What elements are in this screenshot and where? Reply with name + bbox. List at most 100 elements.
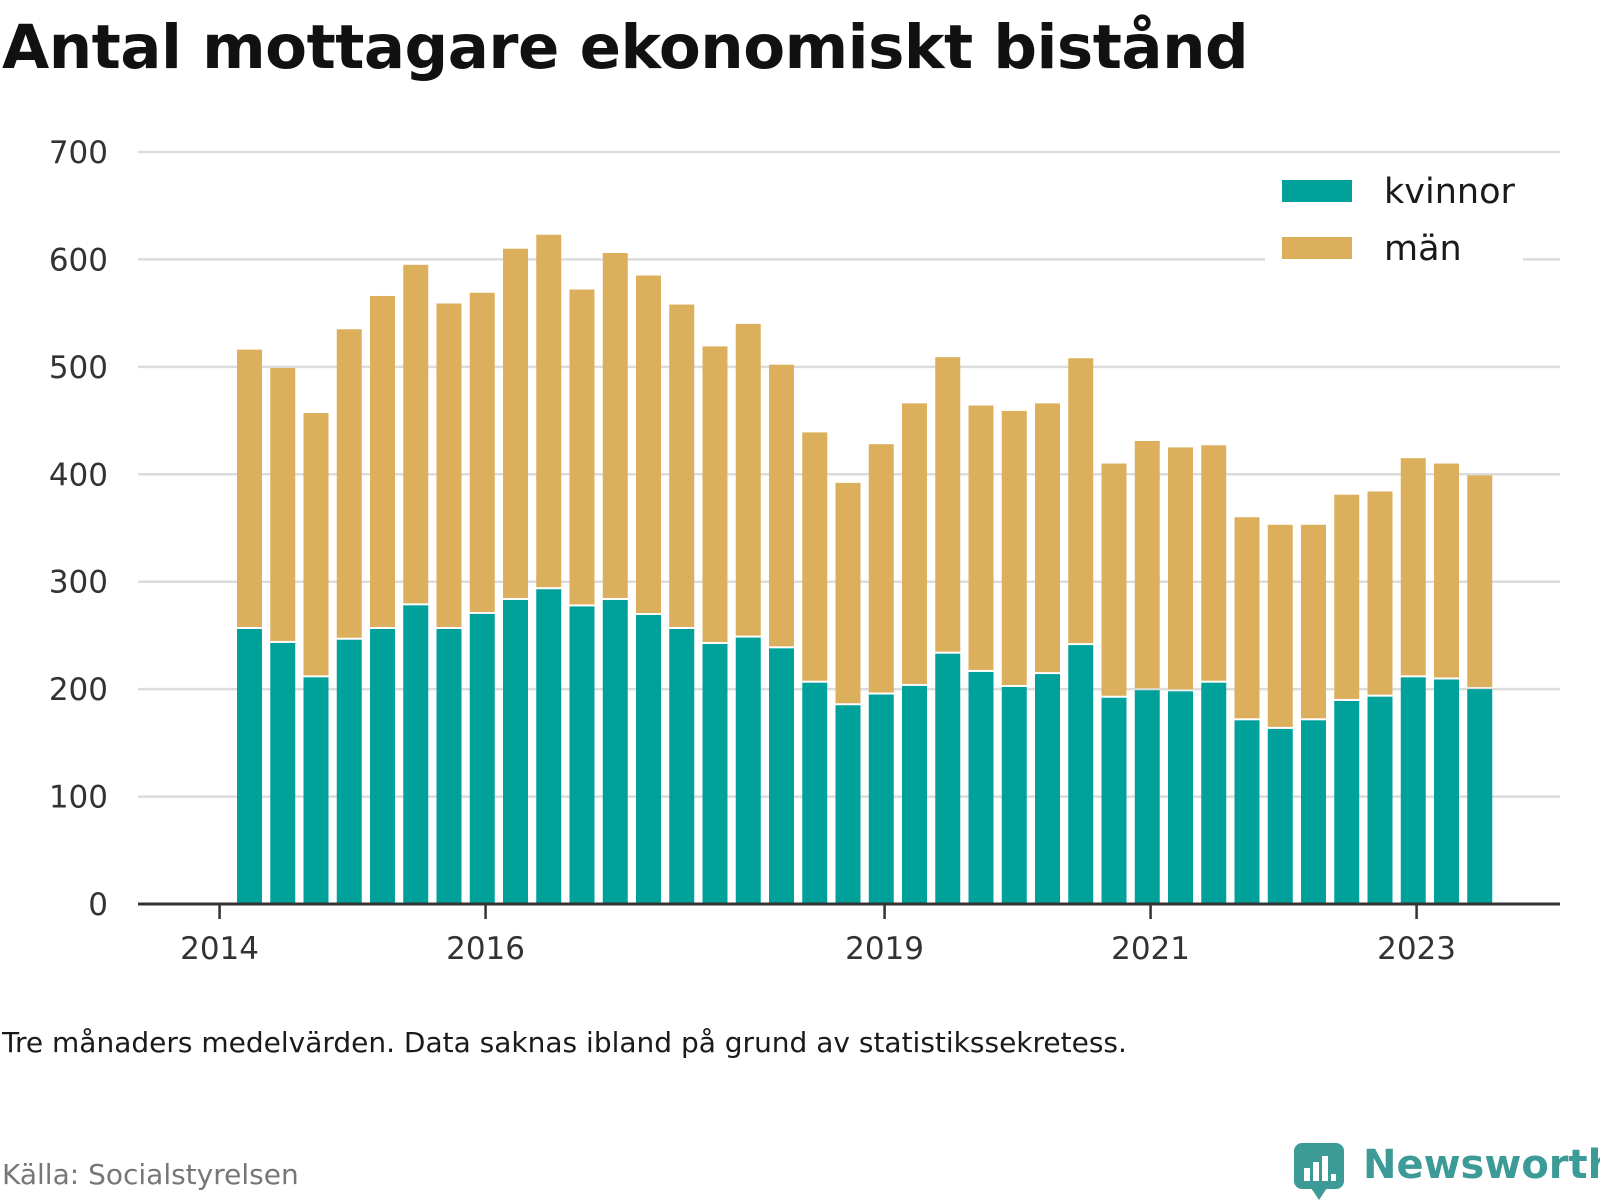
bar-man (1301, 524, 1326, 719)
legend-swatch (1282, 237, 1352, 259)
newsworthy-logo-icon (1294, 1143, 1344, 1200)
bar-kvinnor (1400, 677, 1426, 904)
bar-man (1101, 463, 1127, 696)
brand-name: Newsworthy (1363, 1142, 1600, 1188)
y-tick-label: 400 (49, 457, 108, 493)
bar-kvinnor (503, 599, 528, 904)
bar-kvinnor (569, 606, 595, 904)
bar-kvinnor (669, 628, 695, 904)
bar-man (1001, 410, 1027, 685)
bar-man (935, 357, 961, 652)
x-tick-label: 2014 (180, 931, 259, 967)
bar-man (1267, 524, 1293, 727)
bar-man (1201, 445, 1227, 681)
bar-man (1134, 440, 1160, 689)
bar-kvinnor (536, 589, 562, 904)
bar-man (469, 292, 495, 612)
legend-label: män (1384, 229, 1462, 269)
axis-layer: 0 100 200 300 400 500 600 700 2014 2016 2019 2021 20… (49, 135, 1560, 967)
bar-kvinnor (237, 628, 262, 904)
bar-man (1467, 475, 1493, 688)
bar-kvinnor (1234, 720, 1260, 904)
bar-kvinnor (636, 615, 661, 904)
bar-man (1234, 517, 1260, 719)
bar-man (636, 275, 661, 614)
bar-kvinnor (469, 613, 495, 904)
bar-man (270, 367, 296, 641)
bar-man (303, 413, 329, 676)
bar-man (735, 323, 761, 636)
bar-man (503, 248, 528, 598)
x-tick-label: 2021 (1111, 931, 1190, 967)
bar-man (370, 295, 395, 627)
bar-man (902, 403, 927, 684)
bar-man (403, 264, 429, 604)
bar-kvinnor (1301, 720, 1326, 904)
legend-swatch (1282, 180, 1352, 202)
source-credit: Källa: Socialstyrelsen (2, 1158, 299, 1191)
bar-man (968, 405, 994, 670)
bars-layer (237, 234, 1493, 904)
bar-kvinnor (968, 671, 994, 904)
stacked-bar-chart: 0 100 200 300 400 500 600 700 2014 2016 2019 2021 20… (49, 135, 1560, 967)
bar-kvinnor (602, 599, 628, 904)
bar-kvinnor (1134, 690, 1160, 904)
bar-kvinnor (403, 605, 429, 904)
bar-man (1068, 358, 1094, 644)
bar-man (569, 289, 595, 605)
bar-kvinnor (1267, 728, 1293, 904)
bar-man (802, 432, 828, 681)
bar-kvinnor (336, 639, 362, 904)
bar-kvinnor (1201, 682, 1227, 904)
x-tick-label: 2019 (845, 931, 924, 967)
bar-kvinnor (1035, 674, 1060, 904)
bar-man (769, 364, 794, 647)
bar-man (602, 252, 628, 598)
legend: kvinnor män (1265, 168, 1523, 269)
bar-man (1035, 403, 1060, 673)
bar-kvinnor (769, 648, 794, 904)
bar-kvinnor (1101, 697, 1127, 904)
bar-kvinnor (370, 628, 395, 904)
bar-man (536, 234, 562, 588)
legend-label: kvinnor (1384, 172, 1515, 212)
bar-kvinnor (1334, 700, 1360, 904)
bar-man (702, 346, 728, 643)
bar-kvinnor (303, 677, 329, 904)
y-tick-label: 200 (49, 672, 108, 708)
bar-kvinnor (702, 644, 728, 904)
x-tick-label: 2023 (1377, 931, 1456, 967)
bar-kvinnor (1434, 679, 1459, 904)
y-tick-label: 500 (49, 350, 108, 386)
bar-man (669, 304, 695, 627)
bar-kvinnor (868, 694, 894, 904)
bar-kvinnor (1001, 686, 1027, 904)
bar-man (868, 444, 894, 693)
bar-man (436, 303, 462, 627)
y-tick-label: 100 (49, 780, 108, 816)
bar-man (1434, 463, 1459, 678)
bar-man (835, 482, 861, 704)
bar-kvinnor (835, 705, 861, 904)
bar-kvinnor (935, 653, 961, 904)
bar-kvinnor (1068, 645, 1094, 904)
bar-man (1367, 491, 1393, 695)
y-tick-label: 700 (49, 135, 108, 171)
bar-kvinnor (1367, 696, 1393, 904)
bar-man (336, 329, 362, 638)
chart-title: Antal mottagare ekonomiskt bistånd (2, 12, 1249, 83)
bar-kvinnor (270, 642, 296, 904)
bar-kvinnor (1467, 689, 1493, 904)
bar-man (1168, 447, 1193, 690)
bar-kvinnor (436, 628, 462, 904)
bar-man (1334, 494, 1360, 699)
bar-kvinnor (902, 685, 927, 904)
chart-note: Tre månaders medelvärden. Data saknas ib… (2, 1026, 1127, 1059)
bar-kvinnor (1168, 691, 1193, 904)
y-tick-label: 0 (88, 887, 108, 923)
bar-man (237, 349, 262, 627)
x-tick-label: 2016 (446, 931, 525, 967)
y-tick-label: 600 (49, 242, 108, 278)
bar-man (1400, 458, 1426, 676)
bar-kvinnor (735, 637, 761, 904)
